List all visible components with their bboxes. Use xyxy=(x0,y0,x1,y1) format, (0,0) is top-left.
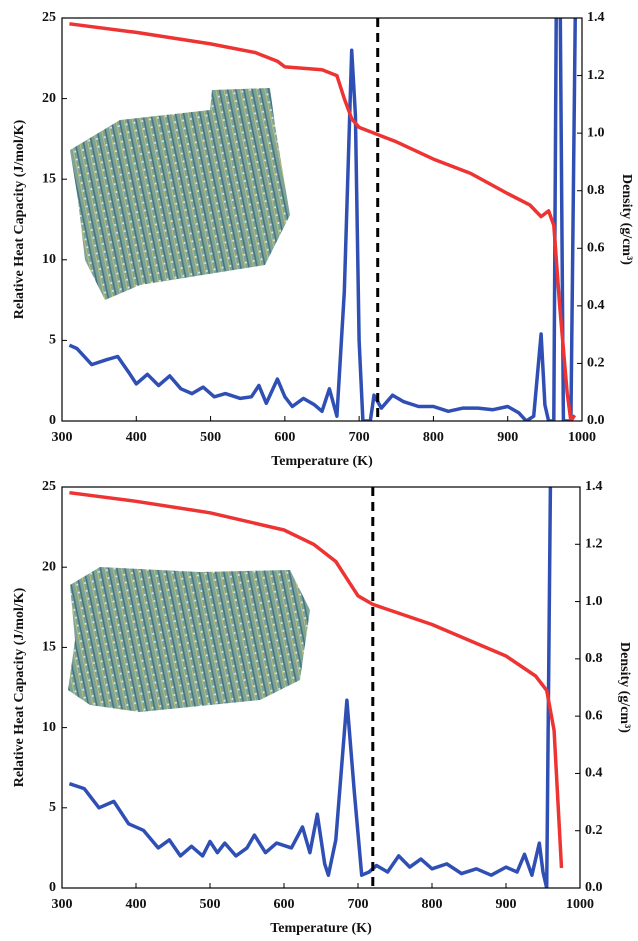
series-line xyxy=(69,490,564,869)
x-tick-label: 900 xyxy=(496,897,517,912)
x-tick-label: 700 xyxy=(348,897,369,912)
y-tick-label: 25 xyxy=(42,479,56,494)
x-tick-label: 900 xyxy=(497,430,518,445)
y2-tick-label: 1.4 xyxy=(585,479,603,494)
y-tick-label: 15 xyxy=(42,640,56,655)
y-tick-label: 5 xyxy=(49,800,56,815)
y2-tick-label: 1.0 xyxy=(585,594,603,609)
y-axis-label: Relative Heat Capacity (J/mol/K) xyxy=(12,587,27,787)
y2-tick-label: 0.6 xyxy=(585,708,603,723)
plot-frame xyxy=(61,17,583,422)
x-axis-label: Temperature (K) xyxy=(270,921,372,936)
x-tick-label: 1000 xyxy=(566,897,594,912)
y2-tick-label: 0.4 xyxy=(585,766,603,781)
series-line xyxy=(68,18,577,421)
x-tick-label: 800 xyxy=(423,430,444,445)
y2-tick-label: 1.2 xyxy=(585,537,603,552)
y-axis-label: Relative Heat Capacity (J/mol/K) xyxy=(12,119,27,319)
y2-axis-label: Density (g/cm³) xyxy=(617,642,632,733)
x-tick-label: 800 xyxy=(422,897,443,912)
y2-tick-label: 1.0 xyxy=(587,125,605,140)
y-tick-label: 0 xyxy=(49,413,56,428)
x-tick-label: 600 xyxy=(274,430,295,445)
series-line xyxy=(69,22,577,421)
x-tick-label: 1000 xyxy=(568,430,596,445)
y2-tick-label: 0.0 xyxy=(585,880,603,895)
y-tick-label: 10 xyxy=(42,252,56,267)
x-tick-label: 500 xyxy=(200,897,221,912)
x-axis-label: Temperature (K) xyxy=(271,454,373,469)
y-tick-label: 25 xyxy=(42,10,56,25)
plot-area xyxy=(68,18,577,421)
y2-tick-label: 1.2 xyxy=(587,68,605,83)
x-tick-label: 300 xyxy=(52,897,73,912)
x-tick-label: 600 xyxy=(274,897,295,912)
y2-tick-label: 0.2 xyxy=(585,823,603,838)
y-tick-label: 20 xyxy=(42,91,56,106)
y-tick-label: 5 xyxy=(49,333,56,348)
x-tick-label: 400 xyxy=(126,897,147,912)
y2-axis-label: Density (g/cm³) xyxy=(619,174,634,265)
y2-tick-label: 0.8 xyxy=(587,183,605,198)
x-tick-label: 300 xyxy=(52,430,73,445)
plot-area xyxy=(68,487,564,888)
series-line xyxy=(68,487,553,888)
y-tick-label: 10 xyxy=(42,720,56,735)
y2-tick-label: 0.8 xyxy=(585,651,603,666)
x-tick-label: 500 xyxy=(200,430,221,445)
y2-tick-label: 0.4 xyxy=(587,298,605,313)
y2-tick-label: 0.2 xyxy=(587,356,605,371)
y2-tick-label: 1.4 xyxy=(587,10,605,25)
y-tick-label: 15 xyxy=(42,171,56,186)
y-tick-label: 20 xyxy=(42,559,56,574)
x-tick-label: 400 xyxy=(126,430,147,445)
y2-tick-label: 0.0 xyxy=(587,413,605,428)
y-tick-label: 0 xyxy=(49,880,56,895)
molecule-image xyxy=(70,88,290,300)
molecule-image xyxy=(68,567,310,712)
plot-frame xyxy=(61,486,581,889)
y2-tick-label: 0.6 xyxy=(587,241,605,256)
x-tick-label: 700 xyxy=(349,430,370,445)
